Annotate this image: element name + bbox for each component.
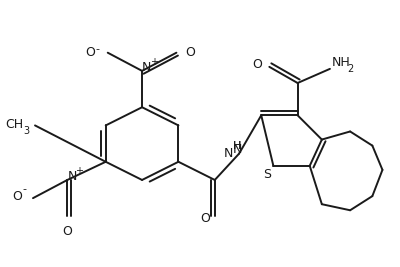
Text: H: H — [233, 141, 241, 151]
Text: O: O — [86, 46, 95, 59]
Text: NH: NH — [332, 56, 351, 69]
Text: N: N — [142, 61, 152, 74]
Text: O: O — [252, 58, 262, 71]
Text: H: H — [233, 141, 241, 151]
Text: O: O — [12, 190, 22, 203]
Text: -: - — [96, 45, 100, 54]
Text: N: N — [224, 147, 233, 160]
Text: -: - — [23, 184, 27, 194]
Text: S: S — [263, 168, 271, 181]
Text: 3: 3 — [23, 127, 29, 136]
Text: O: O — [200, 212, 210, 225]
Text: 2: 2 — [347, 64, 353, 74]
Text: +: + — [150, 57, 158, 67]
Text: N: N — [68, 170, 77, 183]
Text: CH: CH — [5, 118, 23, 131]
Text: O: O — [62, 225, 72, 238]
Text: O: O — [185, 46, 195, 59]
Text: +: + — [76, 166, 84, 176]
Text: N: N — [232, 143, 242, 156]
